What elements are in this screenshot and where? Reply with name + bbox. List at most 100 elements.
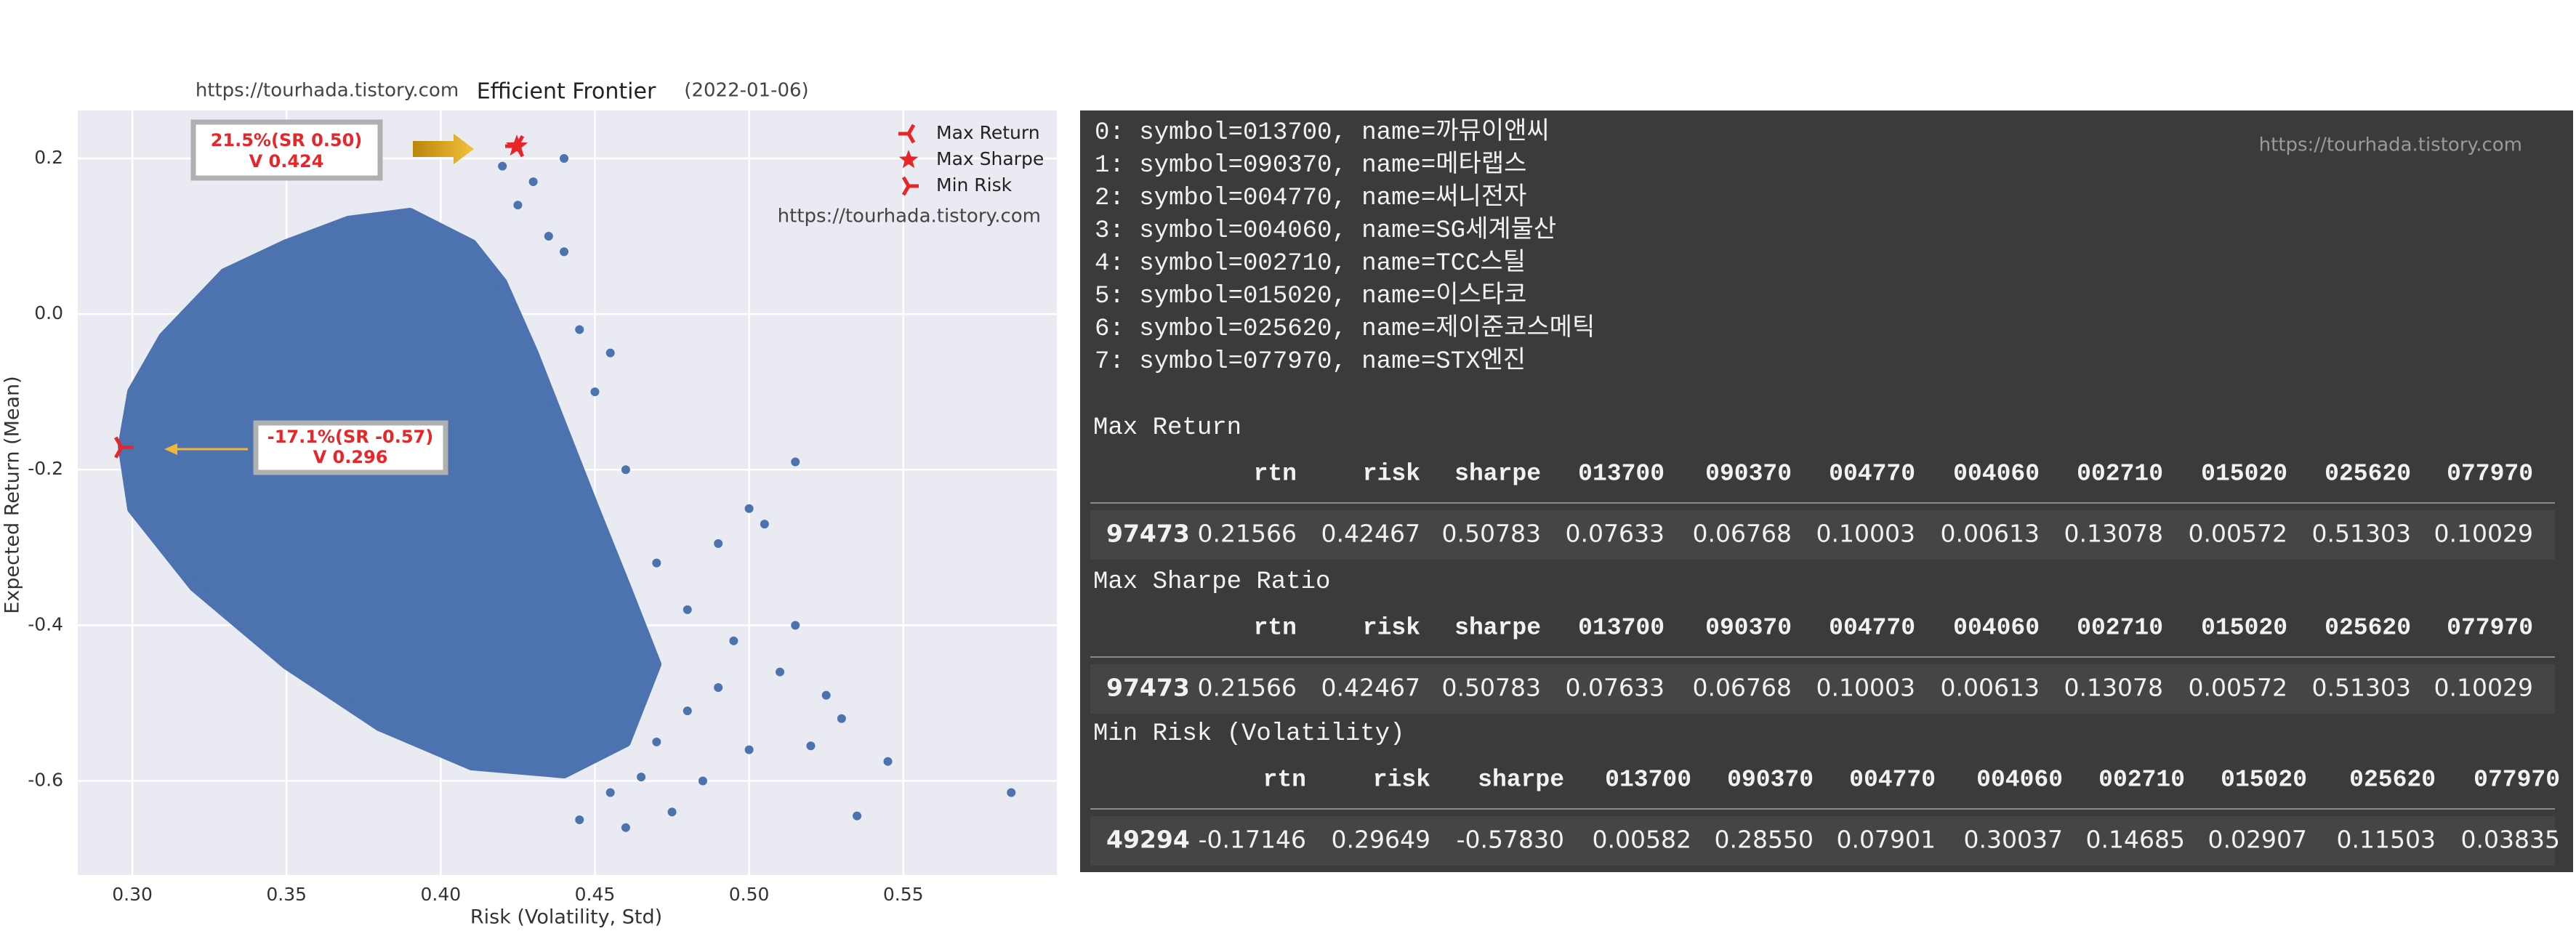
table-cell: 0.42467 [1321,520,1420,548]
column-header: 004060 [1953,615,2040,642]
marker-min-risk [901,176,919,196]
column-header: rtn [1263,767,1306,794]
scatter-point [652,737,661,746]
table-cell: 0.10003 [1816,674,1915,702]
table-row [1090,664,2555,714]
table-cell: 0.21566 [1198,674,1297,702]
annotation-text: 21.5%(SR 0.50) [211,130,363,150]
console-line: 0: symbol=013700, name=까뮤이앤씨 [1095,118,1550,147]
table-cell: 0.29649 [1332,826,1430,854]
column-header: 004060 [1953,461,2040,488]
scatter-point [744,504,754,513]
row-index: 97473 [1106,520,1190,548]
table-cell: 0.28550 [1715,826,1814,854]
table-cell: 0.30037 [1964,826,2063,854]
console-line: 1: symbol=090370, name=메타랩스 [1095,150,1526,180]
annotation-text: V 0.296 [313,447,388,467]
column-header: 090370 [1727,767,1814,794]
scatter-point [776,667,785,677]
chart-date: (2022-01-06) [684,80,808,102]
table-cell: 0.50783 [1442,674,1541,702]
marker-max-return [898,124,916,144]
x-tick-label: 0.50 [729,884,770,905]
column-header: 015020 [2201,461,2287,488]
table-cell: -0.17146 [1199,826,1306,854]
scatter-point [1007,788,1016,797]
row-index: 97473 [1106,674,1190,702]
scatter-point [498,161,507,171]
y-tick-label: 0.2 [34,147,63,168]
scatter-point [806,741,816,751]
scatter-point [652,558,661,568]
y-tick-label: 0.0 [34,302,63,323]
table-cell: 0.00582 [1593,826,1691,854]
scatter-point [575,325,584,334]
x-tick-label: 0.55 [883,884,924,905]
table-cell: -0.57830 [1457,826,1564,854]
annotation-arrowhead [164,443,177,455]
column-header: 002710 [2077,615,2163,642]
table-cell: 0.51303 [2312,520,2411,548]
scatter-point [621,465,630,475]
column-header: 002710 [2098,767,2185,794]
scatter-point [729,636,738,645]
column-header: 015020 [2201,615,2287,642]
table-cell: 0.21566 [1198,520,1297,548]
scatter-point [683,706,692,716]
section-title: Max Sharpe Ratio [1093,568,1330,596]
console-line: 7: symbol=077970, name=STX엔진 [1095,347,1526,376]
table-cell: 0.07633 [1566,674,1665,702]
table-row [1090,816,2555,866]
table-cell: 0.10029 [2434,520,2533,548]
x-tick-label: 0.30 [112,884,153,905]
annotation-arrow [413,134,474,164]
column-header: risk [1373,767,1430,794]
x-tick-label: 0.35 [266,884,307,905]
scatter-point [821,690,831,700]
scatter-point [760,520,769,529]
column-header: 090370 [1705,615,1792,642]
scatter-point [698,776,707,786]
scatter-point [560,247,569,257]
table-cell: 0.02907 [2208,826,2307,854]
scatter-point [544,232,553,241]
console-panel [1080,110,2573,872]
column-header: 004770 [1829,461,1915,488]
chart-watermark: https://tourhada.tistory.com [778,206,1041,227]
table-cell: 0.51303 [2312,674,2411,702]
column-header: risk [1363,615,1420,642]
console-line: 4: symbol=002710, name=TCC스틸 [1095,249,1526,278]
console-line: 3: symbol=004060, name=SG세계물산 [1095,216,1556,245]
chart-title: Efficient Frontier [477,79,656,105]
section-title: Min Risk (Volatility) [1093,720,1404,748]
x-tick-label: 0.45 [575,884,616,905]
scatter-point [837,714,846,723]
table-cell: 0.00613 [1941,674,2040,702]
column-header: 002710 [2077,461,2163,488]
console-watermark: https://tourhada.tistory.com [2259,134,2522,156]
column-header: 013700 [1578,615,1665,642]
table-cell: 0.07901 [1837,826,1936,854]
scatter-point [714,682,723,692]
table-cell: 0.10029 [2434,674,2533,702]
legend-label: Max Sharpe [936,148,1044,169]
annotation-text: V 0.424 [249,151,324,172]
column-header: sharpe [1478,767,1564,794]
scatter-point [513,201,523,210]
scatter-point [683,605,692,614]
column-header: 025620 [2325,461,2411,488]
marker-max-sharpe [898,150,919,169]
scatter-point [528,177,538,187]
scatter-point [605,788,615,797]
table-cell: 0.14685 [2086,826,2185,854]
column-header: 015020 [2221,767,2307,794]
column-header: 077970 [2447,615,2533,642]
legend-label: Min Risk [936,174,1013,196]
column-header: rtn [1254,615,1297,642]
column-header: 004770 [1829,615,1915,642]
scatter-point [621,823,630,832]
column-header: 025620 [2325,615,2411,642]
x-axis-label: Risk (Volatility, Std) [470,906,662,929]
marker-max-sharpe [505,134,528,156]
